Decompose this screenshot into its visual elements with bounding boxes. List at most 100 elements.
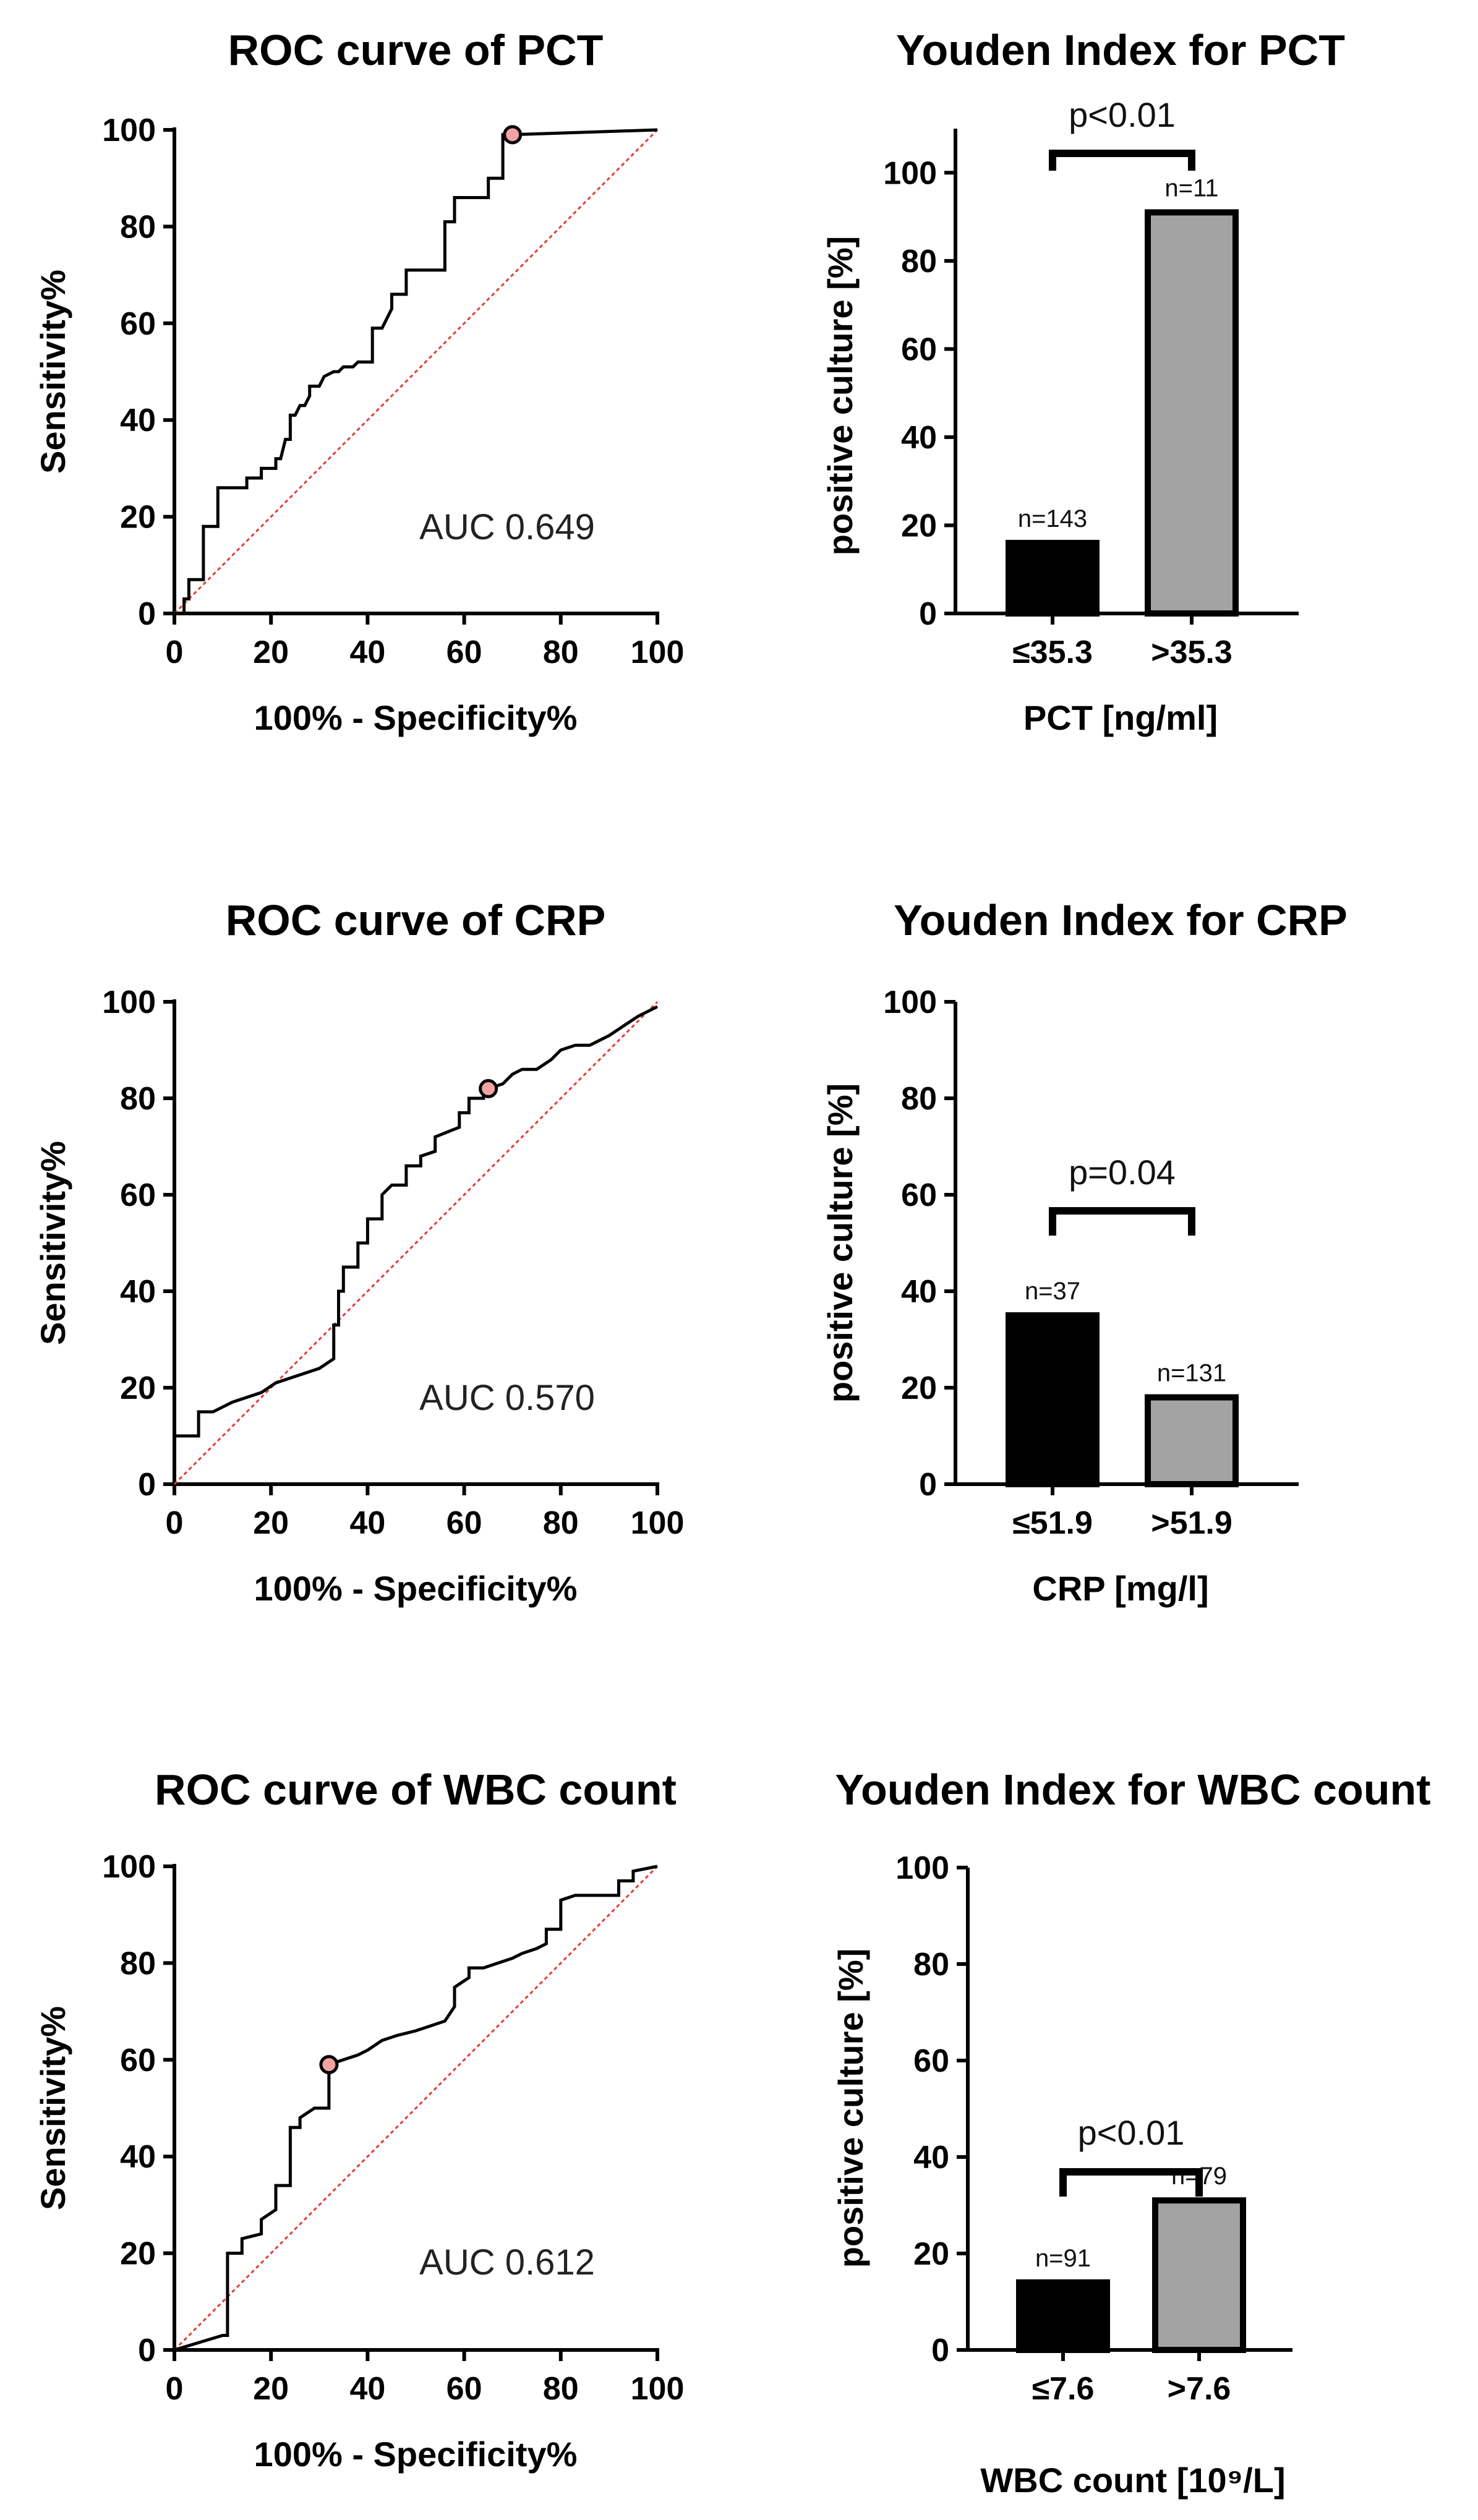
p-value-label: p<0.01	[1069, 95, 1176, 134]
bar	[1145, 209, 1239, 617]
p-value-label: p<0.01	[1078, 2113, 1185, 2152]
y-tick-label: 20	[120, 2236, 156, 2272]
y-axis-label: positive culture [%]	[831, 1949, 870, 2268]
bar	[1145, 1394, 1239, 1488]
y-tick-label: 20	[901, 508, 937, 544]
y-tick-label: 40	[901, 1274, 937, 1310]
y-tick-label: 80	[120, 1946, 156, 1981]
significance-bracket	[1049, 1207, 1195, 1236]
y-tick-label: 60	[120, 306, 156, 342]
x-tick-label: 60	[446, 634, 482, 670]
auc-label: AUC 0.649	[419, 507, 595, 547]
auc-label: AUC 0.570	[419, 1378, 595, 1418]
auc-label: AUC 0.612	[419, 2242, 595, 2283]
significance-bracket	[1059, 2168, 1203, 2197]
y-tick-label: 20	[901, 1370, 937, 1406]
x-axis-label: 100% - Specificity%	[254, 2435, 578, 2474]
x-tick-label: 80	[543, 2371, 579, 2407]
y-axis-label: positive culture [%]	[821, 1083, 860, 1403]
y-tick-label: 60	[901, 1177, 937, 1213]
x-tick-label: 80	[543, 634, 579, 670]
x-tick-label: 40	[349, 634, 385, 670]
x-tick-label: 60	[446, 1505, 482, 1541]
category-label: ≤51.9	[1012, 1505, 1093, 1541]
y-tick-label: 60	[120, 2043, 156, 2078]
category-label: ≤35.3	[1012, 634, 1093, 670]
x-tick-label: 0	[166, 634, 184, 670]
category-label: >7.6	[1168, 2371, 1231, 2407]
bar	[1016, 2279, 1110, 2354]
bar	[1006, 539, 1100, 617]
n-label: n=91	[1035, 2245, 1091, 2272]
y-axis-label: positive culture [%]	[821, 236, 860, 556]
y-tick-label: 0	[138, 596, 156, 632]
y-tick-label: 20	[120, 1370, 156, 1406]
significance-bracket	[1049, 150, 1195, 171]
x-axis-label: CRP [mg/l]	[1032, 1569, 1208, 1608]
n-label: n=37	[1025, 1278, 1080, 1305]
x-axis-label: 100% - Specificity%	[254, 1569, 578, 1608]
cutoff-point	[319, 2055, 339, 2075]
y-tick-label: 80	[901, 244, 937, 280]
x-tick-label: 40	[349, 1505, 385, 1541]
roc-curve	[174, 1864, 658, 2352]
x-tick-label: 20	[253, 634, 289, 670]
y-tick-label: 100	[102, 985, 156, 1020]
y-tick-label: 40	[120, 2139, 156, 2175]
chart-title: Youden Index for WBC count	[835, 1766, 1430, 1814]
y-tick-label: 40	[913, 2140, 949, 2176]
y-tick-label: 100	[895, 1850, 949, 1886]
bar	[1006, 1312, 1100, 1487]
y-tick-label: 60	[901, 331, 937, 367]
y-axis-label: Sensitivity%	[33, 270, 72, 474]
x-tick-label: 40	[349, 2371, 385, 2407]
x-tick-label: 20	[253, 2371, 289, 2407]
youden-panel-wbc: Youden Index for WBC count 0 20 40 60 80 100 n…	[831, 1766, 1431, 2500]
youden-panel-crp: Youden Index for CRP 0 20 40 60 80 100 n=37 ≤51…	[821, 896, 1348, 1608]
y-tick-label: 80	[120, 209, 156, 245]
reference-line	[173, 1001, 659, 1485]
x-axis-label: 100% - Specificity%	[254, 698, 578, 737]
youden-panel-pct: Youden Index for PCT 0 20 40 60 80 100 n=143 ≤3…	[821, 26, 1345, 737]
y-tick-label: 40	[120, 403, 156, 438]
x-tick-label: 0	[166, 1505, 184, 1541]
y-axis-label: Sensitivity%	[33, 1141, 72, 1345]
category-label: >35.3	[1151, 634, 1232, 670]
reference-line	[173, 129, 659, 615]
y-tick-label: 0	[138, 1467, 156, 1503]
y-tick-label: 0	[138, 2333, 156, 2368]
category-label: ≤7.6	[1032, 2371, 1095, 2407]
y-axis-label: Sensitivity%	[33, 2006, 72, 2210]
x-axis-label: PCT [ng/ml]	[1023, 698, 1218, 737]
n-label: n=131	[1157, 1360, 1226, 1387]
y-tick-label: 100	[102, 1849, 156, 1885]
y-tick-label: 40	[120, 1274, 156, 1310]
y-tick-label: 20	[913, 2236, 949, 2272]
chart-title: ROC curve of WBC count	[155, 1766, 677, 1814]
y-tick-label: 100	[883, 155, 937, 191]
roc-panel-pct: ROC curve of PCT 0 20 40 60 80 100 0 20 40 60 80 10…	[33, 26, 684, 737]
chart-title: ROC curve of CRP	[226, 896, 606, 944]
y-tick-label: 0	[919, 596, 937, 632]
category-label: >51.9	[1151, 1505, 1232, 1541]
y-tick-label: 40	[901, 420, 937, 456]
roc-panel-crp: ROC curve of CRP 0 20 40 60 80 100 0 20 40 60 80 10…	[33, 896, 684, 1608]
n-label: n=11	[1164, 174, 1218, 202]
y-tick-label: 0	[919, 1467, 937, 1503]
bar	[1152, 2197, 1246, 2353]
x-tick-label: 100	[631, 2371, 685, 2407]
y-tick-label: 0	[931, 2333, 949, 2368]
y-tick-label: 100	[102, 113, 156, 148]
y-tick-label: 20	[120, 500, 156, 536]
p-value-label: p=0.04	[1069, 1153, 1176, 1192]
x-tick-label: 100	[631, 634, 685, 670]
x-tick-label: 80	[543, 1505, 579, 1541]
roc-curve	[174, 128, 658, 615]
roc-panel-wbc: ROC curve of WBC count 0 20 40 60 80 100 0 20 40…	[33, 1766, 684, 2474]
n-label: n=143	[1018, 505, 1087, 532]
x-tick-label: 20	[253, 1505, 289, 1541]
cutoff-point	[503, 125, 523, 145]
chart-title: ROC curve of PCT	[228, 26, 604, 74]
y-tick-label: 80	[120, 1081, 156, 1117]
